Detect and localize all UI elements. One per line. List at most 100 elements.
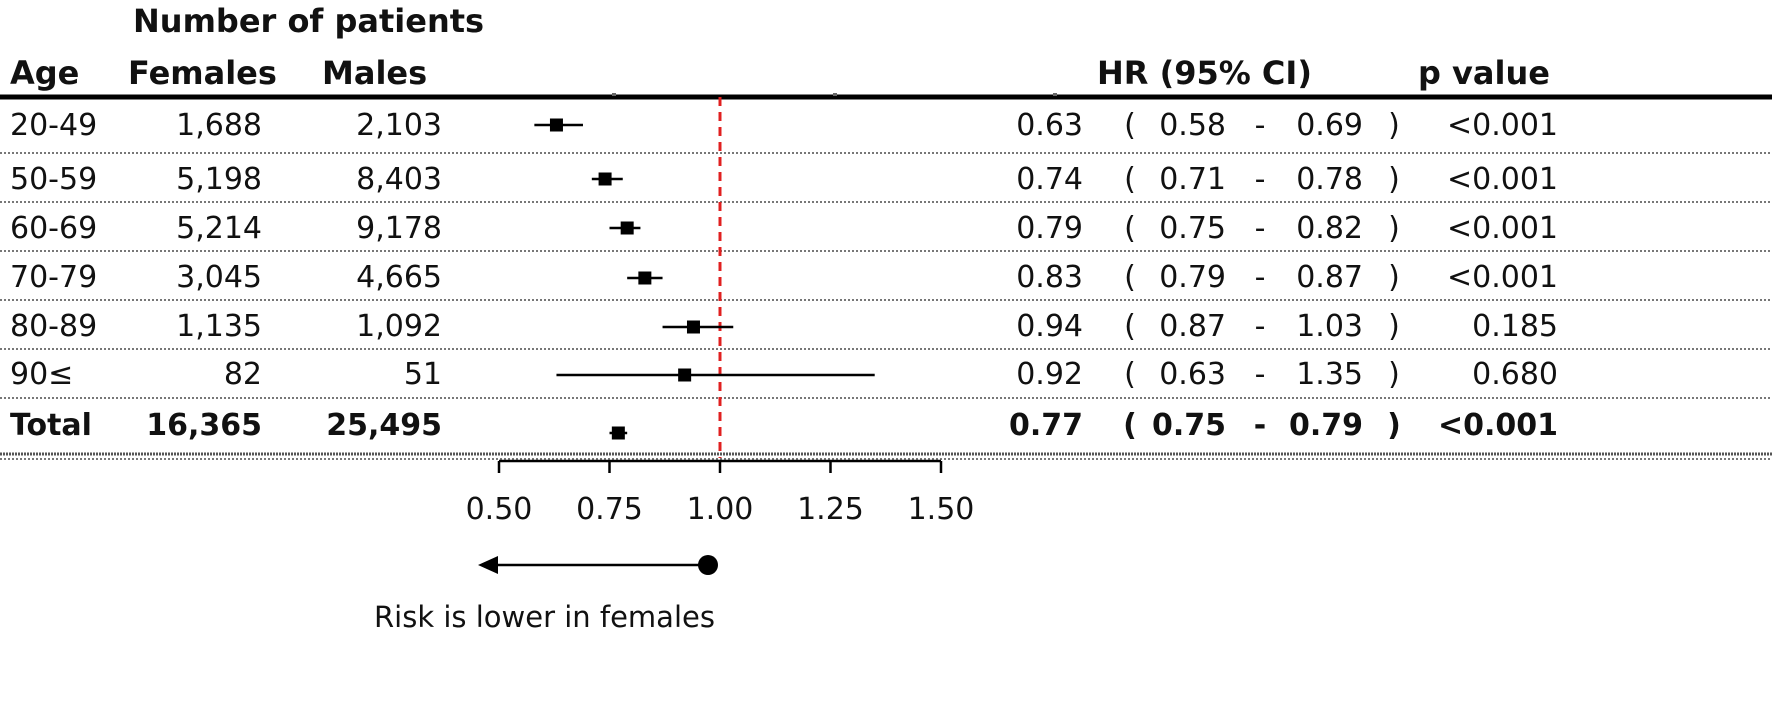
cell-ci-lower: 0.75: [1159, 211, 1226, 246]
cell-p-value: <0.001: [1446, 260, 1558, 295]
table-row: 70-79 3,045 4,665 0.83 (0.79-0.87) <0.001: [0, 255, 1772, 303]
cell-ci-lower: 0.87: [1159, 309, 1226, 344]
table-row: 80-89 1,135 1,092 0.94 (0.87-1.03) 0.185: [0, 304, 1772, 352]
table-row: 90≤ 82 51 0.92 (0.63-1.35) 0.680: [0, 352, 1772, 400]
header-males: Males: [322, 54, 428, 92]
annotation-risk-lower: Risk is lower in females: [374, 600, 715, 634]
cell-ci-lower: 0.58: [1159, 108, 1226, 143]
cell-hr: 0.79: [1016, 211, 1083, 246]
cell-age: 60-69: [10, 211, 98, 246]
cell-age: 90≤: [10, 357, 74, 392]
cell-close-paren: ): [1388, 357, 1400, 392]
cell-males: 51: [403, 357, 442, 392]
cell-ci-upper: 0.78: [1296, 162, 1363, 197]
header-hr: HR (95% CI): [1097, 54, 1312, 92]
point-estimate: [678, 368, 692, 382]
arrow-origin-dot: [698, 555, 718, 575]
cell-p-value: 0.680: [1472, 357, 1558, 392]
cell-females: 82: [223, 357, 262, 392]
cell-males: 25,495: [326, 408, 442, 443]
cell-hr: 0.94: [1016, 309, 1083, 344]
cell-p-value: <0.001: [1446, 108, 1558, 143]
cell-hr: 0.63: [1016, 108, 1083, 143]
x-tick-label: 1.25: [797, 492, 864, 527]
cell-dash: -: [1254, 309, 1266, 344]
cell-hr: 0.77: [1008, 408, 1083, 443]
cell-age: 70-79: [10, 260, 98, 295]
cell-ci-upper: 0.69: [1296, 108, 1363, 143]
cell-dash: -: [1254, 211, 1266, 246]
cell-females: 3,045: [176, 260, 262, 295]
cell-age: 50-59: [10, 162, 98, 197]
point-estimate: [686, 320, 700, 334]
cell-males: 2,103: [356, 108, 442, 143]
table-row: 60-69 5,214 9,178 0.79 (0.75-0.82) <0.001: [0, 206, 1772, 254]
header-group-label: Number of patients: [133, 2, 485, 40]
cell-close-paren: ): [1388, 309, 1400, 344]
cell-ci-lower: 0.63: [1159, 357, 1226, 392]
cell-females: 16,365: [146, 408, 262, 443]
cell-ci-lower: 0.75: [1151, 408, 1226, 443]
cell-ci-upper: 0.79: [1288, 408, 1363, 443]
cell-close-paren: ): [1388, 162, 1400, 197]
cell-females: 5,198: [176, 162, 262, 197]
cell-p-value: <0.001: [1437, 408, 1558, 443]
cell-dash: -: [1254, 162, 1266, 197]
point-estimate: [620, 221, 634, 235]
header-rule-dot: [1053, 93, 1057, 96]
cell-p-value: 0.185: [1472, 309, 1558, 344]
cell-ci-lower: 0.79: [1159, 260, 1226, 295]
cell-hr: 0.92: [1016, 357, 1083, 392]
cell-open-paren: (: [1123, 408, 1137, 443]
cell-ci-upper: 0.82: [1296, 211, 1363, 246]
cell-open-paren: (: [1124, 108, 1136, 143]
cell-p-value: <0.001: [1446, 162, 1558, 197]
cell-females: 5,214: [176, 211, 262, 246]
point-estimate: [598, 172, 612, 186]
cell-age: 20-49: [10, 108, 98, 143]
x-tick-label: 1.50: [907, 492, 975, 527]
header-p-value: p value: [1418, 54, 1550, 92]
cell-open-paren: (: [1124, 162, 1136, 197]
cell-open-paren: (: [1124, 260, 1136, 295]
cell-age: Total: [10, 408, 92, 443]
cell-males: 8,403: [356, 162, 442, 197]
cell-ci-upper: 1.03: [1296, 309, 1363, 344]
cell-hr: 0.83: [1016, 260, 1083, 295]
cell-dash: -: [1254, 108, 1266, 143]
x-tick-label: 1.00: [686, 492, 754, 527]
cell-ci-upper: 0.87: [1296, 260, 1363, 295]
cell-close-paren: ): [1388, 108, 1400, 143]
cell-males: 4,665: [356, 260, 442, 295]
cell-males: 9,178: [356, 211, 442, 246]
header-rule-dot: [612, 93, 616, 96]
cell-hr: 0.74: [1016, 162, 1083, 197]
header-age: Age: [10, 54, 80, 92]
header-rule-dot: [833, 93, 837, 96]
cell-p-value: <0.001: [1446, 211, 1558, 246]
cell-dash: -: [1254, 260, 1266, 295]
cell-females: 1,688: [176, 108, 262, 143]
point-estimate: [638, 271, 652, 285]
cell-close-paren: ): [1388, 211, 1400, 246]
point-estimate: [611, 426, 625, 440]
cell-open-paren: (: [1124, 211, 1136, 246]
header-females: Females: [128, 54, 277, 92]
cell-ci-upper: 1.35: [1296, 357, 1363, 392]
x-tick-label: 0.75: [576, 492, 643, 527]
cell-dash: -: [1253, 408, 1267, 443]
cell-age: 80-89: [10, 309, 98, 344]
cell-open-paren: (: [1124, 357, 1136, 392]
x-tick-label: 0.50: [465, 492, 533, 527]
table-row: Total 16,365 25,495 0.77 (0.75-0.79) <0.001: [0, 403, 1772, 451]
table-row: 20-49 1,688 2,103 0.63 (0.58-0.69) <0.001: [0, 103, 1772, 151]
cell-open-paren: (: [1124, 309, 1136, 344]
arrow-head: [478, 556, 498, 574]
cell-ci-lower: 0.71: [1159, 162, 1226, 197]
cell-close-paren: ): [1387, 408, 1401, 443]
cell-close-paren: ): [1388, 260, 1400, 295]
cell-males: 1,092: [356, 309, 442, 344]
table-row: 50-59 5,198 8,403 0.74 (0.71-0.78) <0.001: [0, 157, 1772, 205]
cell-females: 1,135: [176, 309, 262, 344]
